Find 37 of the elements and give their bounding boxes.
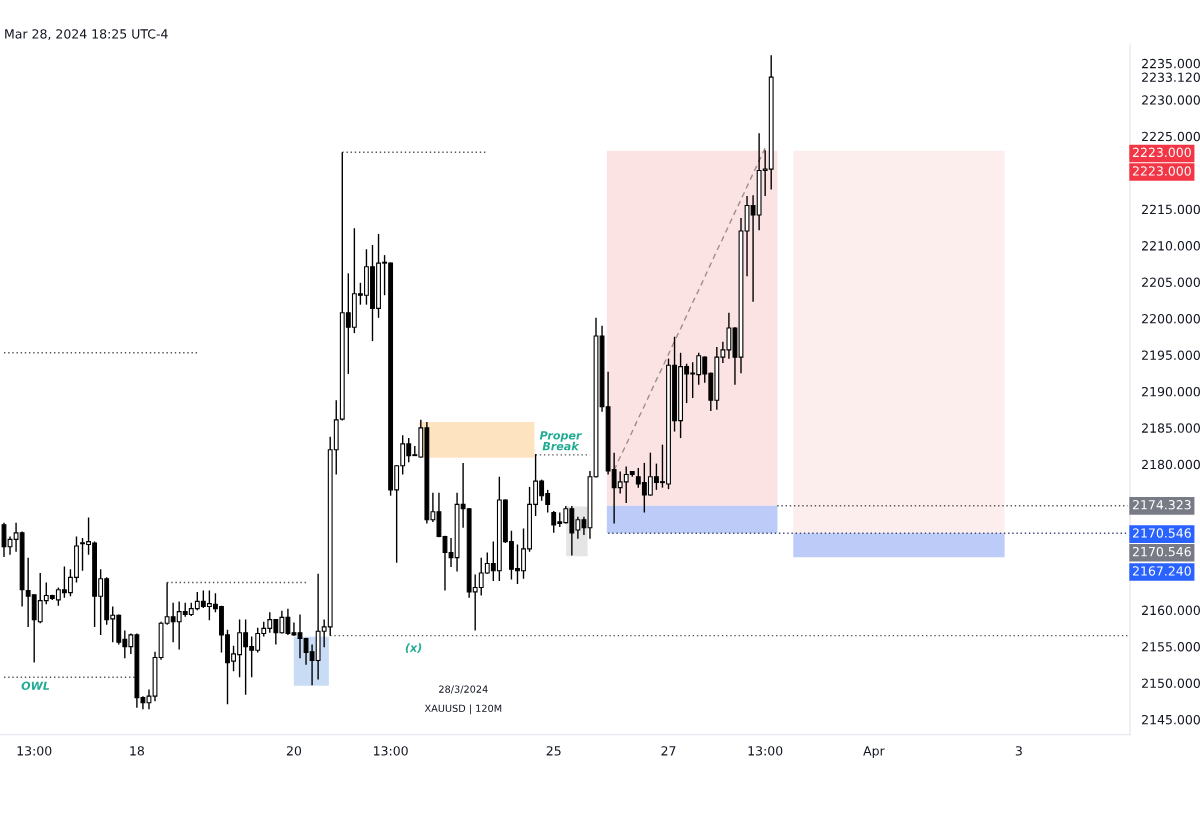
text: 2167.240 bbox=[1132, 566, 1191, 576]
text: 2170.546 bbox=[1132, 546, 1191, 557]
text: 2174.323 bbox=[1132, 500, 1191, 510]
y-tick-label: 2185.000 bbox=[1142, 423, 1200, 433]
y-tick-label: 2160.000 bbox=[1142, 605, 1200, 616]
x-tick-label: 27 bbox=[661, 746, 676, 756]
y-tick-label: 2210.000 bbox=[1142, 241, 1200, 251]
x-tick-label: 18 bbox=[130, 746, 144, 756]
y-tick-label: 2235.000 bbox=[1142, 58, 1200, 69]
y-tick-label: 2155.000 bbox=[1142, 642, 1200, 652]
text: Mar 28, 2024 18:25 UTC-4 bbox=[5, 29, 168, 40]
y-tick-label: 2180.000 bbox=[1142, 459, 1200, 470]
y-tick-label: 2200.000 bbox=[1142, 314, 1200, 324]
x-tick-label: 13:00 bbox=[373, 746, 408, 756]
annotation: (x) bbox=[405, 643, 422, 654]
y-tick-label: 2215.000 bbox=[1142, 204, 1200, 215]
x-tick-label: 25 bbox=[546, 746, 561, 756]
y-tick-label: 2225.000 bbox=[1142, 131, 1200, 142]
x-tick-label: 3 bbox=[1015, 746, 1022, 756]
text: 2223.000 bbox=[1132, 147, 1191, 158]
y-tick-label: 2190.000 bbox=[1142, 386, 1200, 397]
y-tick-label: 2205.000 bbox=[1142, 277, 1200, 288]
x-tick-label: 13:00 bbox=[17, 746, 52, 756]
x-tick-label: Apr bbox=[863, 746, 885, 758]
annotation: Proper Break bbox=[539, 431, 583, 451]
y-tick-label: 2145.000 bbox=[1142, 714, 1200, 725]
x-tick-label: 20 bbox=[286, 746, 302, 756]
annotation: OWL bbox=[21, 681, 50, 690]
y-tick-label: 2150.000 bbox=[1142, 678, 1200, 688]
x-tick-label: 13:00 bbox=[748, 746, 783, 756]
y-tick-label: 2230.000 bbox=[1142, 95, 1200, 105]
annotation: 28/3/2024 bbox=[439, 685, 488, 694]
y-tick-label: 2195.000 bbox=[1142, 350, 1200, 360]
y-tick-label: 2233.120 bbox=[1142, 72, 1200, 83]
text: 2170.546 bbox=[1132, 528, 1191, 538]
text: 2223.000 bbox=[1132, 166, 1191, 176]
annotation: XAUUSD | 120M bbox=[424, 704, 502, 715]
